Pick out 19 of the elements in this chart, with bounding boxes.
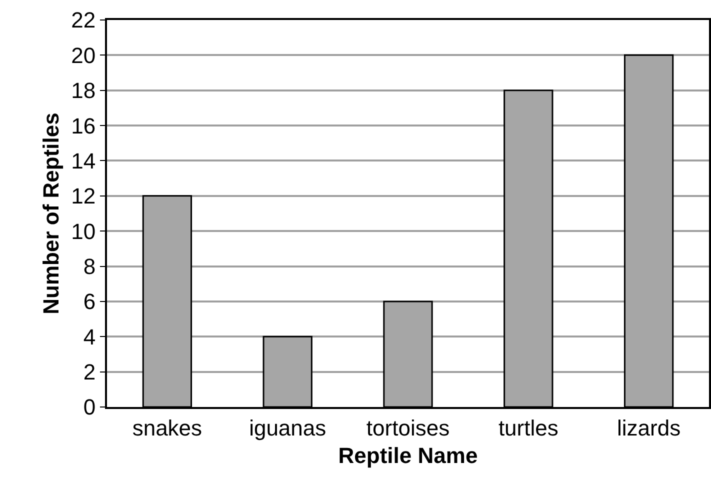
y-tick-label: 8: [83, 254, 96, 279]
x-tick-label: turtles: [498, 415, 558, 440]
x-tick-label: lizards: [617, 415, 681, 440]
y-tick-label: 16: [71, 113, 96, 138]
y-tick-label: 0: [83, 394, 96, 420]
y-tick-label: 12: [71, 184, 96, 209]
y-tick-label: 18: [71, 78, 96, 104]
y-axis-title: Number of Reptiles: [38, 112, 64, 314]
y-tick-label: 14: [71, 148, 96, 174]
x-tick-label: tortoises: [366, 415, 450, 440]
y-tick-label: 10: [71, 218, 96, 244]
x-axis-title: Reptile Name: [338, 442, 478, 468]
x-tick-label: snakes: [132, 415, 202, 440]
y-tick-label: 4: [83, 324, 96, 350]
y-tick-label: 20: [71, 42, 96, 68]
y-tick-label: 22: [71, 8, 96, 33]
x-tick-label: iguanas: [249, 415, 326, 440]
y-tick-label: 2: [83, 360, 96, 385]
y-tick-label: 6: [83, 289, 96, 314]
